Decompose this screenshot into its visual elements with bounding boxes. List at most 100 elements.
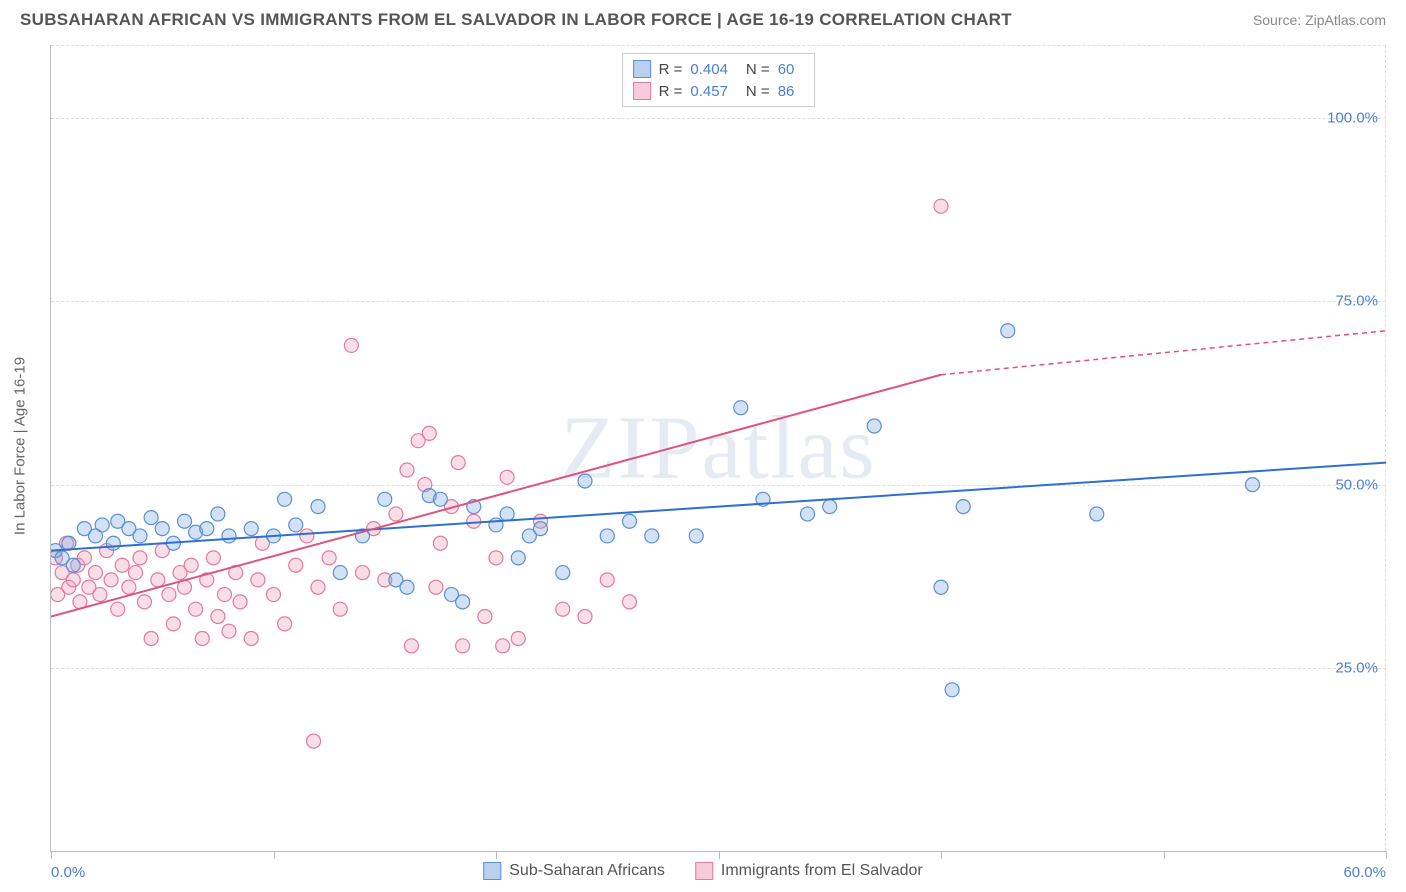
scatter-point [934,199,948,213]
correlation-legend: R = 0.404 N = 60 R = 0.457 N = 86 [622,53,816,107]
scatter-point [278,617,292,631]
scatter-point [144,632,158,646]
scatter-point [801,507,815,521]
scatter-point [93,588,107,602]
scatter-point [218,588,232,602]
r-value-b: 0.457 [690,83,728,100]
series-legend: Sub-Saharan Africans Immigrants from El … [483,862,923,880]
scatter-point [178,514,192,528]
scatter-point [556,566,570,580]
scatter-point [267,588,281,602]
trend-line [51,375,941,617]
x-tick-label: 0.0% [51,864,85,881]
scatter-point [500,470,514,484]
scatter-point [311,500,325,514]
n-value-b: 86 [778,83,795,100]
scatter-point [155,522,169,536]
scatter-point [66,558,80,572]
y-axis-title: In Labor Force | Age 16-19 [12,357,29,535]
scatter-point [115,558,129,572]
x-tick [274,851,275,859]
x-tick-label: 60.0% [1343,864,1386,881]
scatter-point [578,474,592,488]
scatter-point [122,580,136,594]
x-tick [496,851,497,859]
x-tick [1164,851,1165,859]
scatter-point [489,551,503,565]
scatter-point [451,456,465,470]
scatter-point [734,401,748,415]
scatter-point [422,426,436,440]
n-label: N = [746,83,770,100]
scatter-point [307,734,321,748]
scatter-point [623,595,637,609]
scatter-point [1001,324,1015,338]
scatter-point [456,639,470,653]
scatter-point [389,507,403,521]
legend-label-a: Sub-Saharan Africans [509,862,665,880]
scatter-point [645,529,659,543]
scatter-svg [51,45,1386,851]
scatter-point [184,558,198,572]
scatter-point [534,522,548,536]
scatter-point [456,595,470,609]
scatter-point [433,492,447,506]
scatter-point [95,518,109,532]
scatter-point [233,595,247,609]
legend-label-b: Immigrants from El Salvador [721,862,923,880]
n-label: N = [746,61,770,78]
scatter-point [300,529,314,543]
scatter-point [251,573,265,587]
scatter-point [189,602,203,616]
x-tick [1386,851,1387,859]
scatter-point [600,573,614,587]
scatter-point [400,463,414,477]
x-tick [941,851,942,859]
scatter-point [356,566,370,580]
scatter-point [934,580,948,594]
scatter-point [333,566,347,580]
scatter-point [467,514,481,528]
scatter-point [500,507,514,521]
scatter-point [823,500,837,514]
chart-plot-area: ZIPatlas R = 0.404 N = 60 R = 0.457 N = … [50,45,1386,852]
legend-row-series-b: R = 0.457 N = 86 [633,80,805,102]
scatter-point [689,529,703,543]
chart-source: Source: ZipAtlas.com [1253,12,1386,28]
scatter-point [244,632,258,646]
r-label: R = [659,83,683,100]
scatter-point [378,492,392,506]
r-value-a: 0.404 [690,61,728,78]
scatter-point [344,338,358,352]
scatter-point [289,518,303,532]
trend-line [51,463,1386,551]
scatter-point [600,529,614,543]
scatter-point [111,602,125,616]
n-value-a: 60 [778,61,795,78]
scatter-point [956,500,970,514]
scatter-point [222,529,236,543]
legend-swatch-b [633,82,651,100]
chart-title: SUBSAHARAN AFRICAN VS IMMIGRANTS FROM EL… [20,10,1012,30]
scatter-point [1246,478,1260,492]
scatter-point [222,624,236,638]
scatter-point [66,573,80,587]
scatter-point [623,514,637,528]
legend-row-series-a: R = 0.404 N = 60 [633,58,805,80]
chart-header: SUBSAHARAN AFRICAN VS IMMIGRANTS FROM EL… [0,0,1406,34]
scatter-point [867,419,881,433]
scatter-point [1090,507,1104,521]
scatter-point [137,595,151,609]
scatter-point [511,632,525,646]
scatter-point [244,522,258,536]
scatter-point [511,551,525,565]
legend-swatch-b2 [695,862,713,880]
scatter-point [333,602,347,616]
scatter-point [556,602,570,616]
legend-swatch-a [633,60,651,78]
r-label: R = [659,61,683,78]
scatter-point [206,551,220,565]
scatter-point [278,492,292,506]
scatter-point [144,511,158,525]
legend-swatch-a2 [483,862,501,880]
